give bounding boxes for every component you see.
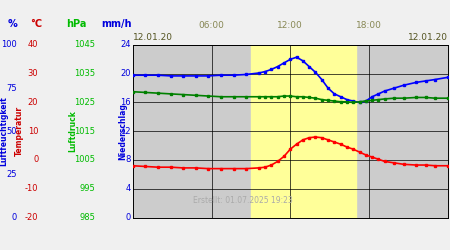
Text: 985: 985 (80, 213, 95, 222)
Text: -10: -10 (25, 184, 38, 193)
Text: 1045: 1045 (74, 40, 95, 50)
Text: 12.01.20: 12.01.20 (133, 34, 173, 42)
Text: 24: 24 (120, 40, 130, 50)
Text: 4: 4 (125, 184, 130, 193)
Text: 12.01.20: 12.01.20 (408, 34, 448, 42)
Text: 1035: 1035 (74, 69, 95, 78)
Text: 20: 20 (120, 69, 130, 78)
Text: 30: 30 (27, 69, 38, 78)
Text: 18:00: 18:00 (356, 21, 382, 30)
Text: 100: 100 (1, 40, 17, 50)
Text: 25: 25 (7, 170, 17, 179)
Text: Luftdruck: Luftdruck (68, 110, 77, 152)
Text: 10: 10 (28, 127, 38, 136)
Bar (251, 45, 356, 218)
Text: Niederschlag: Niederschlag (118, 103, 127, 160)
Text: 12: 12 (120, 127, 130, 136)
Text: 0: 0 (33, 156, 38, 164)
Text: 0: 0 (125, 213, 130, 222)
Text: 1005: 1005 (74, 156, 95, 164)
Text: Temperatur: Temperatur (15, 106, 24, 156)
Text: 16: 16 (120, 98, 130, 107)
Text: °C: °C (31, 19, 43, 29)
Text: 40: 40 (28, 40, 38, 50)
Text: Erstellt: 01.07.2025 19:23: Erstellt: 01.07.2025 19:23 (193, 196, 293, 205)
Text: 995: 995 (80, 184, 95, 193)
Text: mm/h: mm/h (101, 19, 132, 29)
Text: 0: 0 (12, 213, 17, 222)
Text: 8: 8 (125, 156, 130, 164)
Text: -20: -20 (25, 213, 38, 222)
Text: 06:00: 06:00 (198, 21, 225, 30)
Text: %: % (8, 19, 18, 29)
Text: 1015: 1015 (74, 127, 95, 136)
Text: 20: 20 (28, 98, 38, 107)
Text: 12:00: 12:00 (277, 21, 303, 30)
Text: Luftfeuchtigkeit: Luftfeuchtigkeit (0, 96, 8, 166)
Text: 1025: 1025 (74, 98, 95, 107)
Text: 75: 75 (6, 84, 17, 92)
Text: 50: 50 (7, 127, 17, 136)
Text: hPa: hPa (67, 19, 87, 29)
